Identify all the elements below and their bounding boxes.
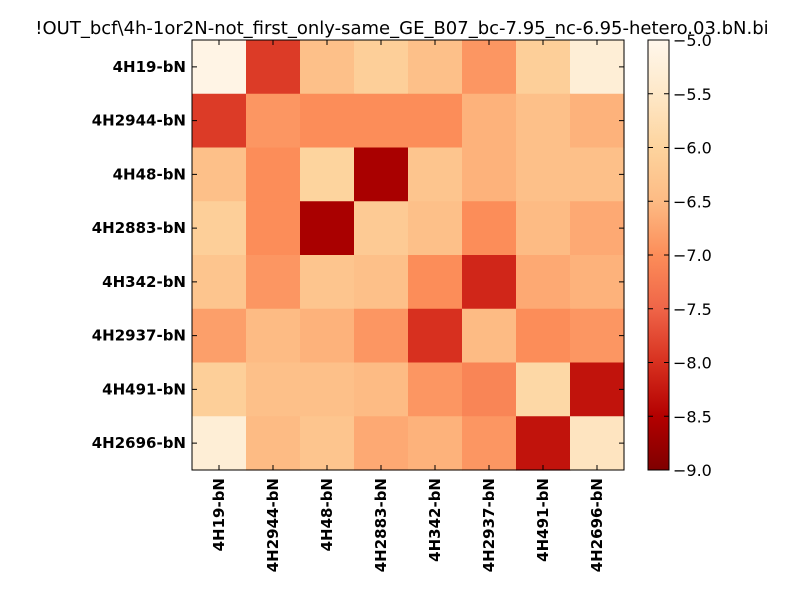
heatmap-cell bbox=[246, 416, 301, 471]
heatmap-cell bbox=[462, 255, 517, 310]
heatmap-cell bbox=[516, 255, 571, 310]
colorbar-label: −8.5 bbox=[673, 407, 712, 426]
heatmap-cell bbox=[408, 201, 463, 256]
row-label: 4H2944-bN bbox=[92, 112, 186, 130]
heatmap-cell bbox=[246, 308, 301, 364]
heatmap-cell bbox=[462, 362, 517, 417]
heatmap-cell bbox=[246, 147, 301, 202]
heatmap-cells bbox=[192, 40, 625, 471]
heatmap-cell bbox=[192, 147, 247, 202]
heatmap-cell bbox=[192, 93, 247, 149]
heatmap-cell bbox=[462, 93, 517, 149]
heatmap-cell bbox=[462, 201, 517, 256]
col-ticks bbox=[218, 40, 598, 470]
heatmap-cell bbox=[246, 93, 301, 149]
heatmap-cell bbox=[300, 201, 355, 256]
row-label: 4H2696-bN bbox=[92, 434, 186, 452]
heatmap-cell bbox=[246, 362, 301, 417]
heatmap-cell bbox=[192, 201, 247, 256]
col-label: 4H2883-bN bbox=[372, 478, 390, 572]
row-label: 4H2937-bN bbox=[92, 327, 186, 345]
colorbar-label: −6.0 bbox=[673, 139, 712, 158]
heatmap-cell bbox=[570, 93, 625, 149]
heatmap-cell bbox=[354, 201, 409, 256]
heatmap-cell bbox=[354, 362, 409, 417]
chart-title: !OUT_bcf\4h-1or2N-not_first_only-same_GE… bbox=[35, 18, 768, 39]
heatmap-cell bbox=[516, 201, 571, 256]
row-label: 4H342-bN bbox=[102, 273, 186, 291]
heatmap-cell bbox=[570, 308, 625, 364]
row-label: 4H2883-bN bbox=[92, 219, 186, 237]
heatmap-cell bbox=[570, 416, 625, 471]
colorbar-label: −7.5 bbox=[673, 300, 712, 319]
heatmap-cell bbox=[354, 40, 409, 95]
heatmap-cell bbox=[192, 362, 247, 417]
heatmap-cell bbox=[300, 40, 355, 95]
colorbar-label: −5.5 bbox=[673, 85, 712, 104]
col-label: 4H2944-bN bbox=[264, 478, 282, 572]
col-label: 4H491-bN bbox=[534, 478, 552, 562]
heatmap-cell bbox=[246, 201, 301, 256]
heatmap-cell bbox=[192, 40, 247, 95]
heatmap-cell bbox=[516, 40, 571, 95]
heatmap-cell bbox=[570, 255, 625, 310]
colorbar-label: −8.0 bbox=[673, 354, 712, 373]
col-label: 4H342-bN bbox=[426, 478, 444, 562]
colorbar-label: −9.0 bbox=[673, 461, 712, 480]
heatmap-cell bbox=[246, 255, 301, 310]
row-labels: 4H19-bN 4H2944-bN 4H48-bN 4H2883-bN 4H342-bN… bbox=[92, 58, 186, 452]
heatmap-cell bbox=[246, 40, 301, 95]
heatmap-cell bbox=[300, 362, 355, 417]
colorbar-label: −7.0 bbox=[673, 246, 712, 265]
heatmap-cell bbox=[570, 40, 625, 95]
heatmap-cell bbox=[408, 308, 463, 364]
heatmap-cell bbox=[408, 40, 463, 95]
heatmap-cell bbox=[354, 416, 409, 471]
heatmap-cell bbox=[300, 147, 355, 202]
heatmap-cell bbox=[516, 93, 571, 149]
heatmap-cell bbox=[300, 93, 355, 149]
row-label: 4H19-bN bbox=[113, 58, 186, 76]
heatmap-cell bbox=[462, 40, 517, 95]
colorbar-labels: −5.0 −5.5 −6.0 −6.5 −7.0 −7.5 −8.0 −8.5 −9.0 bbox=[673, 31, 712, 480]
heatmap-cell bbox=[516, 416, 571, 471]
heatmap-cell bbox=[408, 147, 463, 202]
heatmap-cell bbox=[354, 255, 409, 310]
colorbar-label: −5.0 bbox=[673, 31, 712, 50]
colorbar-ticks bbox=[648, 39, 669, 471]
heatmap-cell bbox=[570, 362, 625, 417]
row-label: 4H491-bN bbox=[102, 380, 186, 398]
heatmap-cell bbox=[354, 93, 409, 149]
heatmap-cell bbox=[192, 308, 247, 364]
heatmap-cell bbox=[516, 308, 571, 364]
row-ticks bbox=[192, 66, 624, 444]
heatmap-cell bbox=[408, 93, 463, 149]
col-label: 4H19-bN bbox=[210, 478, 228, 551]
heatmap-cell bbox=[408, 416, 463, 471]
heatmap-cell bbox=[516, 147, 571, 202]
heatmap-cell bbox=[192, 416, 247, 471]
heatmap-frame bbox=[191, 39, 625, 471]
heatmap-cell bbox=[570, 201, 625, 256]
heatmap-cell bbox=[408, 255, 463, 310]
col-label: 4H2696-bN bbox=[588, 478, 606, 572]
heatmap-cell bbox=[462, 416, 517, 471]
col-labels: 4H19-bN 4H2944-bN 4H48-bN 4H2883-bN 4H342-bN… bbox=[210, 478, 606, 572]
heatmap-cell bbox=[354, 308, 409, 364]
row-label: 4H48-bN bbox=[113, 165, 186, 183]
heatmap-cell bbox=[570, 147, 625, 202]
heatmap-cell bbox=[462, 308, 517, 364]
col-label: 4H2937-bN bbox=[480, 478, 498, 572]
heatmap-cell bbox=[192, 255, 247, 310]
colorbar-label: −6.5 bbox=[673, 192, 712, 211]
col-label: 4H48-bN bbox=[318, 478, 336, 551]
heatmap-cell bbox=[300, 255, 355, 310]
heatmap-cell bbox=[354, 147, 409, 202]
heatmap-cell bbox=[516, 362, 571, 417]
heatmap-cell bbox=[462, 147, 517, 202]
heatmap-cell bbox=[408, 362, 463, 417]
heatmap-cell bbox=[300, 416, 355, 471]
heatmap-cell bbox=[300, 308, 355, 364]
